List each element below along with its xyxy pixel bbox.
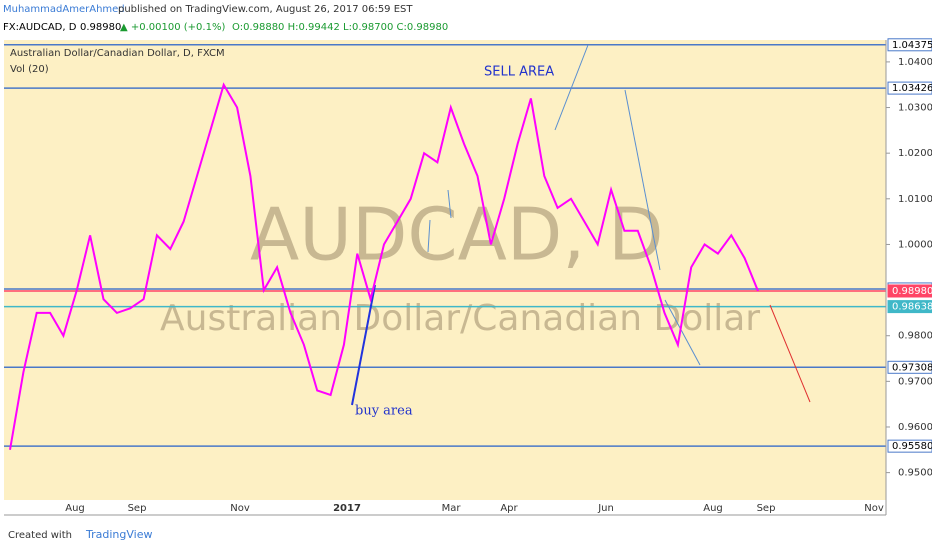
x-tick-label: Mar: [442, 503, 462, 514]
x-tick-label: Aug: [65, 503, 85, 514]
level-label: 0.98638: [892, 302, 932, 313]
last: 0.98980: [80, 22, 121, 33]
x-tick-label: Apr: [500, 503, 518, 514]
x-tick-label: Nov: [230, 503, 250, 514]
y-tick-label: 1.01000: [898, 194, 932, 205]
watermark: AUDCAD, D: [250, 193, 664, 277]
indicator: Vol (20): [10, 64, 49, 75]
level-badge: [887, 439, 932, 453]
level-label: 1.03426: [892, 83, 932, 94]
footer-created: Created with: [8, 530, 72, 541]
level-label: 0.98980: [892, 286, 932, 297]
annotation: SELL AREA: [484, 65, 554, 80]
x-tick-label: Jun: [597, 503, 614, 514]
x-tick-label: 2017: [333, 503, 361, 514]
symbol: FX:AUDCAD, D: [3, 22, 77, 33]
published: published on TradingView.com, August 26,…: [118, 4, 413, 15]
x-tick-label: Aug: [703, 503, 723, 514]
author[interactable]: MuhammadAmerAhmed: [3, 4, 125, 15]
trend-drawings: [351, 44, 811, 406]
level-label: 0.95580: [892, 441, 932, 452]
ohlc: O:0.98880 H:0.99442 L:0.98700 C:0.98980: [232, 22, 448, 33]
level-label: 1.04375: [892, 40, 932, 51]
level-badge: [887, 38, 932, 52]
y-tick-label: 1.00000: [898, 239, 932, 250]
level-label: 0.97308: [892, 362, 932, 373]
change: ▲ +0.00100 (+0.1%): [120, 22, 225, 33]
y-tick-label: 0.98000: [898, 331, 932, 342]
footer-brand[interactable]: TradingView: [85, 528, 152, 541]
x-tick-label: Sep: [128, 503, 147, 514]
level-badge: [887, 284, 932, 298]
y-tick-label: 1.03000: [898, 103, 932, 114]
plot-area: [4, 40, 886, 500]
x-tick-label: Sep: [757, 503, 776, 514]
level-badge: [887, 300, 932, 314]
level-badge: [887, 360, 932, 374]
price-line: [9, 82, 759, 450]
y-tick-label: 1.02000: [898, 148, 932, 159]
x-tick-label: Nov: [864, 503, 884, 514]
chart-title: Australian Dollar/Canadian Dollar, D, FX…: [10, 48, 225, 59]
annotation: buy area: [355, 404, 413, 419]
level-badge: [887, 81, 932, 95]
watermark-sub: Australian Dollar/Canadian Dollar: [160, 298, 760, 339]
y-tick-label: 1.04000: [898, 57, 932, 68]
